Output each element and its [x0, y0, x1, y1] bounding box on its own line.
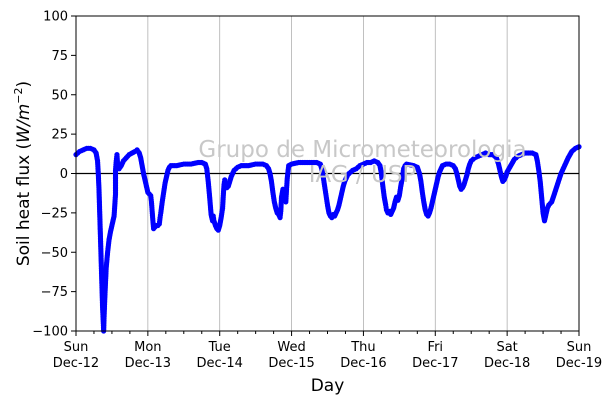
x-tick-label-date: Dec-18 [484, 356, 530, 371]
x-tick-label-date: Dec-12 [53, 356, 99, 371]
y-tick-label: 25 [51, 128, 68, 143]
y-tick-label: −100 [32, 325, 68, 340]
x-tick-label-weekday: Sat [496, 340, 517, 355]
x-tick-label-weekday: Fri [428, 340, 444, 355]
y-axis-title: Soil heat flux (W/m−2) [12, 81, 34, 266]
x-tick-label-date: Dec-13 [125, 356, 171, 371]
y-tick-label: 100 [43, 10, 68, 25]
y-axis-title-base: Soil heat flux ( [14, 143, 34, 266]
watermark-line-1: Grupo de Micrometeorologia [198, 137, 526, 163]
x-axis-ticks: SunDec-12MonDec-13TueDec-14WedDec-15ThuD… [53, 331, 602, 371]
watermark-line-2: IAG / USP [309, 162, 417, 188]
x-tick-label-weekday: Mon [134, 340, 161, 355]
x-tick-label-date: Dec-17 [412, 356, 458, 371]
x-tick-label-date: Dec-14 [197, 356, 243, 371]
y-tick-label: −25 [41, 206, 68, 221]
x-tick-label-date: Dec-19 [556, 356, 602, 371]
y-axis-title-exponent: −2 [12, 87, 25, 103]
x-tick-label-weekday: Sun [64, 340, 89, 355]
x-tick-label-date: Dec-15 [268, 356, 314, 371]
x-axis-title: Day [311, 376, 345, 396]
y-axis-title-unit: W/m [14, 104, 34, 143]
x-tick-label-weekday: Thu [350, 340, 375, 355]
y-tick-label: −75 [41, 285, 68, 300]
y-tick-label: 50 [51, 88, 68, 103]
y-tick-label: 75 [51, 49, 68, 64]
y-tick-label: 0 [60, 167, 68, 182]
y-axis-title-close: ) [14, 81, 34, 88]
y-axis-ticks: −100 −75 −50 −25 0 25 50 75 100 [32, 10, 76, 340]
data-points [73, 144, 582, 334]
watermark: Grupo de Micrometeorologia IAG / USP [198, 137, 526, 188]
y-tick-label: −50 [41, 246, 68, 261]
x-tick-label-weekday: Wed [277, 340, 305, 355]
x-tick-label-weekday: Tue [208, 340, 231, 355]
x-tick-label-date: Dec-16 [340, 356, 386, 371]
x-tick-label-weekday: Sun [567, 340, 592, 355]
